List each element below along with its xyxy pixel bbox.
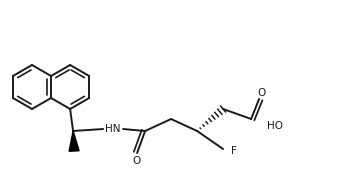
Text: HO: HO <box>267 121 283 131</box>
Text: F: F <box>231 146 237 156</box>
Text: O: O <box>132 156 140 166</box>
Polygon shape <box>69 131 79 151</box>
Text: HN: HN <box>105 124 121 134</box>
Text: O: O <box>257 88 265 98</box>
